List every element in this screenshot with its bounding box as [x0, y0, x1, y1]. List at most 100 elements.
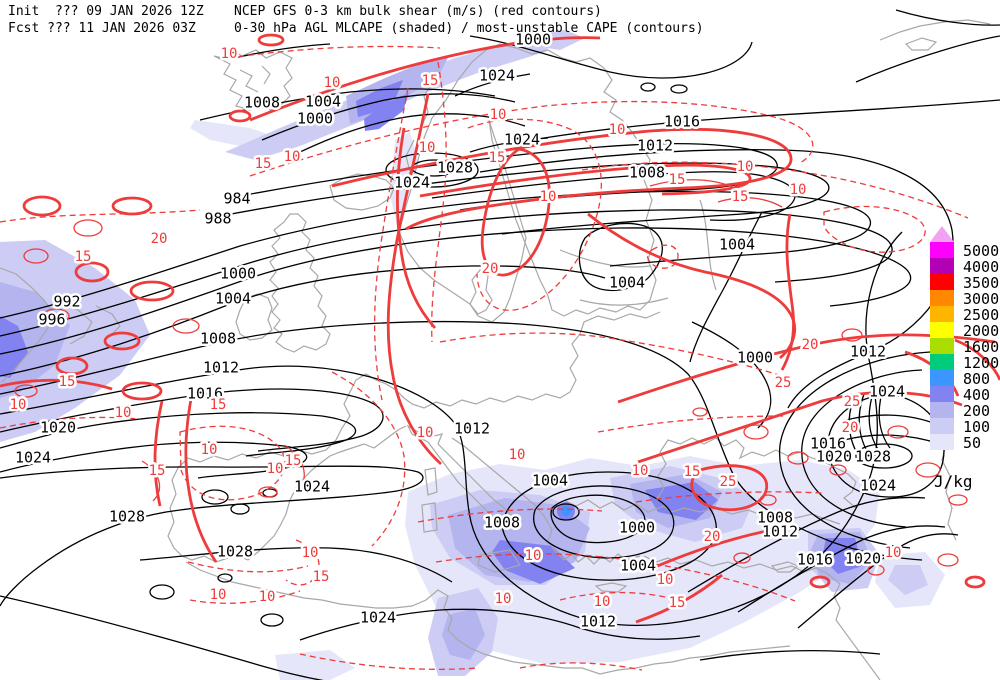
cape-layer-description: 0-30 hPa AGL MLCAPE (shaded) / most-unst…	[234, 21, 704, 36]
legend-entry: 1600	[930, 338, 1000, 356]
shear-label: 10	[419, 140, 436, 156]
shear-label: 15	[210, 397, 227, 413]
legend-overflow-arrow-icon	[930, 226, 954, 242]
pressure-label: 1008	[757, 509, 793, 527]
pressure-label: 1028	[217, 543, 253, 561]
shear-label: 25	[775, 375, 792, 391]
pressure-label: 1016	[797, 551, 833, 569]
pressure-label: 1000	[737, 349, 773, 367]
shear-label: 10	[259, 589, 276, 605]
pressure-label: 1004	[532, 472, 568, 490]
shear-label: 15	[149, 463, 166, 479]
shear-label: 15	[684, 464, 701, 480]
pressure-label: 1004	[609, 274, 645, 292]
legend-swatch	[930, 322, 954, 338]
legend-swatch	[930, 258, 954, 274]
legend-entry: 5000	[930, 242, 1000, 260]
shear-label: 20	[842, 420, 859, 436]
legend-entry: 2500	[930, 306, 999, 323]
legend-value: 800	[963, 370, 991, 388]
pressure-label: 1016	[664, 113, 700, 131]
pressure-label: 984	[223, 190, 250, 208]
shear-label: 15	[489, 150, 506, 166]
legend-entry: 800	[930, 370, 999, 388]
pressure-label: 1004	[215, 290, 251, 308]
legend-entry: 50	[930, 434, 999, 451]
init-time-text: Init ??? 09 JAN 2026 12Z	[8, 4, 204, 19]
shear-label: 20	[482, 261, 499, 277]
pressure-label: 988	[204, 210, 231, 228]
legend-swatch	[930, 354, 954, 370]
shear-label: 20	[151, 231, 168, 247]
legend-swatch	[930, 418, 954, 434]
forecast-time-text: Fcst ??? 11 JAN 2026 03Z	[8, 21, 196, 36]
legend-value: 3000	[963, 290, 1000, 308]
legend-value: 4000	[963, 258, 1000, 276]
legend-scale: 5000 4000 3500 3000 2500 2000 1600 1200 800 400 20…	[930, 242, 1000, 451]
pressure-label: 1000	[619, 519, 655, 537]
shear-label: 10	[495, 591, 512, 607]
pressure-label: 1008	[629, 164, 665, 182]
shear-label: 10	[115, 405, 132, 421]
shear-label: 10	[284, 149, 301, 165]
shear-label: 10	[490, 107, 507, 123]
shear-label: 10	[737, 159, 754, 175]
shear-label: 10	[657, 572, 674, 588]
pressure-label: 1028	[437, 159, 473, 177]
shear-label: 10	[201, 442, 218, 458]
legend-unit: J/kg	[934, 472, 973, 491]
legend-swatch	[930, 242, 954, 258]
cape-legend: 5000 4000 3500 3000 2500 2000 1600 1200 800 400 20…	[930, 226, 999, 491]
pressure-label: 1012	[454, 420, 490, 438]
shear-label: 10	[417, 425, 434, 441]
legend-entry: 3000	[930, 290, 1000, 308]
shear-label: 15	[313, 569, 330, 585]
pressure-label: 1008	[200, 330, 236, 348]
shear-label: 10	[509, 447, 526, 463]
shear-label: 15	[669, 595, 686, 611]
pressure-label: 1012	[203, 359, 239, 377]
pressure-label: 1016	[187, 385, 223, 403]
pressure-label: 1024	[479, 67, 515, 85]
shear-layer-description: NCEP GFS 0-3 km bulk shear (m/s) (red co…	[234, 4, 602, 19]
pressure-label: 1000	[515, 31, 551, 49]
pressure-label: 1024	[360, 609, 396, 627]
pressure-label: 1016	[810, 435, 846, 453]
pressure-label-layer: 9849889929961000100410081012101610201024…	[12, 28, 907, 633]
legend-swatch	[930, 402, 954, 418]
legend-value: 5000	[963, 242, 1000, 260]
shear-label: 10	[324, 75, 341, 91]
pressure-label: 1008	[484, 514, 520, 532]
pressure-label: 1004	[719, 236, 755, 254]
header-line-init: Init ??? 09 JAN 2026 12Z NCEP GFS 0-3 km…	[8, 3, 704, 20]
legend-swatch	[930, 274, 954, 290]
shear-label: 10	[790, 182, 807, 198]
shear-label: 10	[609, 122, 626, 138]
shear-label: 15	[285, 453, 302, 469]
shear-label: 10	[540, 189, 557, 205]
legend-entry: 4000	[930, 258, 1000, 276]
pressure-label: 1020	[816, 448, 852, 466]
chart-header: Init ??? 09 JAN 2026 12Z NCEP GFS 0-3 km…	[8, 3, 704, 37]
shear-label: 10	[10, 397, 27, 413]
legend-swatch	[930, 338, 954, 354]
pressure-label: 1004	[305, 93, 341, 111]
shear-label: 10	[525, 548, 542, 564]
legend-value: 200	[963, 402, 991, 420]
shear-label: 10	[221, 46, 238, 62]
pressure-label: 992	[53, 293, 80, 311]
pressure-label: 1024	[394, 174, 430, 192]
pressure-label: 1028	[109, 508, 145, 526]
pressure-label: 1012	[762, 523, 798, 541]
pressure-label: 1020	[40, 419, 76, 437]
pressure-label: 1012	[850, 343, 886, 361]
shear-label: 10	[632, 463, 649, 479]
pressure-label: 1024	[15, 449, 51, 467]
legend-value: 1600	[963, 338, 1000, 356]
shear-label: 15	[422, 73, 439, 89]
pressure-label: 1012	[637, 137, 673, 155]
pressure-label: 1000	[297, 110, 333, 128]
shear-label: 20	[704, 529, 721, 545]
legend-swatch	[930, 370, 954, 386]
